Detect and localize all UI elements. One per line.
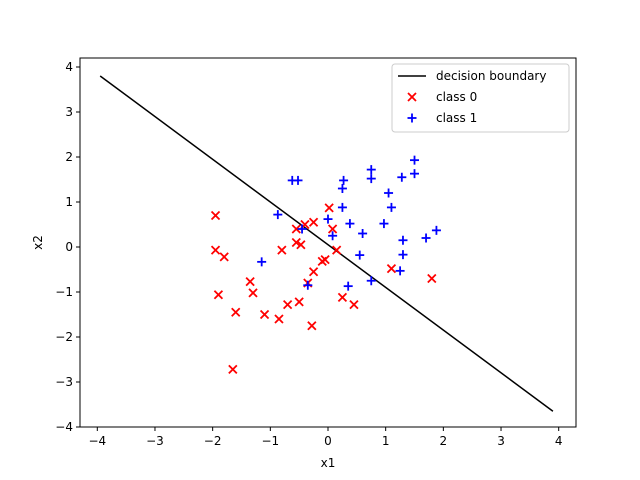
class-1-point: [379, 219, 389, 229]
class-0-point: [308, 217, 319, 227]
x-tick-label: −2: [204, 434, 222, 448]
decision-boundary-line: [99, 75, 554, 412]
class-1-point: [386, 202, 396, 212]
class-1-point: [384, 188, 394, 198]
class-0-point: [324, 203, 334, 213]
class-0-point: [245, 277, 255, 287]
x-tick-label: −1: [261, 434, 279, 448]
class-1-point: [293, 175, 303, 185]
class-0-point: [248, 288, 258, 298]
class-0-point: [291, 237, 301, 248]
class-1-point: [410, 155, 420, 165]
class-1-point: [328, 231, 338, 241]
class-0-point: [210, 210, 221, 221]
x-axis-label: x1: [321, 456, 336, 470]
class-0-point: [259, 309, 270, 320]
legend-label-class-1: class 1: [436, 111, 477, 125]
y-tick-label: 2: [65, 150, 73, 164]
class-1-point: [431, 225, 441, 235]
y-axis-label: x2: [31, 235, 45, 250]
y-tick-label: −4: [55, 420, 73, 434]
class-1-point: [273, 210, 283, 220]
legend-box: [391, 63, 570, 133]
legend-x-marker: [407, 92, 417, 102]
class-0-point: [282, 299, 293, 310]
class-1-point: [395, 266, 405, 276]
y-tick-label: −2: [55, 330, 73, 344]
legend-marker-class-0: [407, 92, 417, 102]
class-0-point: [386, 263, 397, 274]
legend-label-class-0: class 0: [436, 90, 477, 104]
plot-frame: [79, 57, 577, 428]
class-0-point: [210, 245, 221, 255]
class-0-point: [349, 299, 359, 310]
class-1-point: [421, 233, 431, 243]
y-tick-label: −1: [55, 285, 73, 299]
class-0-point: [277, 245, 287, 255]
class-0-point: [427, 273, 437, 284]
class-1-point: [358, 229, 368, 238]
class-0-point: [291, 224, 301, 234]
x-tick-label: −4: [88, 434, 106, 448]
class-0-point: [213, 290, 224, 300]
class-0-point: [274, 314, 284, 324]
class-0-point: [296, 240, 306, 250]
legend-label-decision-boundary: decision boundary: [436, 69, 546, 83]
class-0-point: [308, 267, 319, 277]
legend-marker-class-1: [407, 113, 417, 123]
y-tick-label: 4: [65, 60, 73, 74]
x-tick-label: 1: [382, 434, 390, 448]
class-1-point: [343, 281, 353, 291]
class-1-point: [339, 175, 349, 185]
class-0-point: [337, 292, 348, 303]
class-0-point: [228, 364, 238, 375]
class-1-point: [297, 224, 307, 234]
class-0-point: [327, 224, 338, 234]
class-1-point: [355, 250, 365, 260]
y-tick-label: −3: [55, 375, 73, 389]
y-tick-label: 3: [65, 105, 73, 119]
x-tick-label: 4: [555, 434, 563, 448]
legend-plus-marker: [407, 113, 417, 123]
y-tick-label: 1: [65, 195, 73, 209]
class-1-point: [398, 250, 408, 260]
class-1-point: [410, 169, 420, 179]
x-tick-label: −3: [146, 434, 164, 448]
y-tick-label: 0: [65, 240, 73, 254]
class-1-point: [366, 174, 376, 184]
class-1-point: [398, 235, 408, 245]
y-axis: −4 −3 −2 −1 0 1 2 3 4: [55, 60, 80, 434]
x-axis: −4 −3 −2 −1 0 1 2 3 4: [88, 427, 563, 448]
class-0-point: [219, 252, 229, 262]
plot-area: [99, 75, 554, 412]
class-1-point: [337, 202, 347, 212]
class-1-point: [337, 184, 347, 193]
x-tick-label: 0: [324, 434, 332, 448]
legend: decision boundary class 0 class 1: [391, 63, 570, 133]
class-1-point: [397, 172, 407, 182]
class-1-point: [366, 165, 376, 175]
class-0-point: [307, 321, 317, 331]
class-1-point: [323, 214, 333, 224]
class-0-point: [294, 297, 304, 307]
class-0-point: [320, 254, 330, 265]
class-0-point: [332, 245, 342, 255]
class-1-point: [257, 257, 267, 267]
x-tick-label: 2: [440, 434, 448, 448]
class-1-points: [257, 155, 441, 291]
x-tick-label: 3: [497, 434, 505, 448]
class-1-point: [345, 219, 355, 229]
class-1-point: [303, 280, 313, 290]
class-0-points: [210, 203, 437, 375]
class-0-point: [231, 307, 241, 317]
class-1-point: [366, 276, 376, 286]
